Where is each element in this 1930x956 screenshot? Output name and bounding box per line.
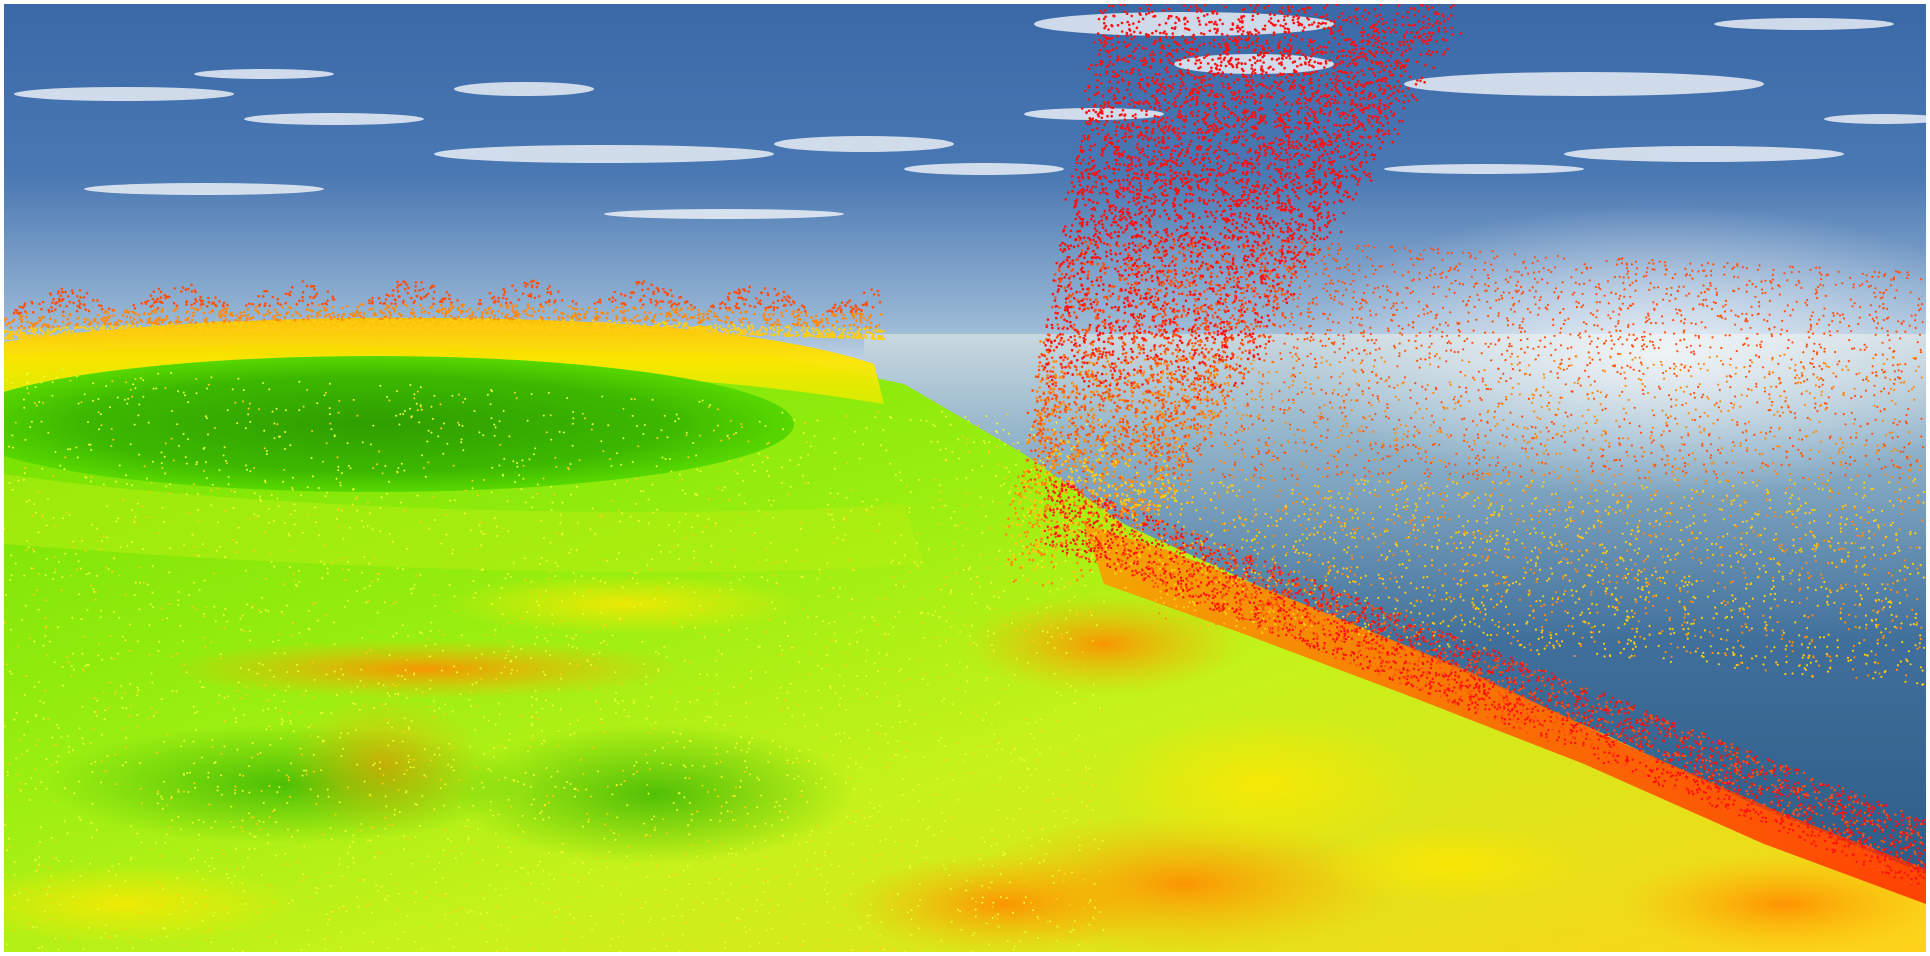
render-viewport[interactable] (4, 4, 1926, 952)
terrain-particle-speckles (4, 368, 1105, 952)
particle-overlay (4, 4, 1926, 952)
particle-plume (1005, 4, 1925, 887)
rim-particle-fringe (4, 280, 885, 341)
